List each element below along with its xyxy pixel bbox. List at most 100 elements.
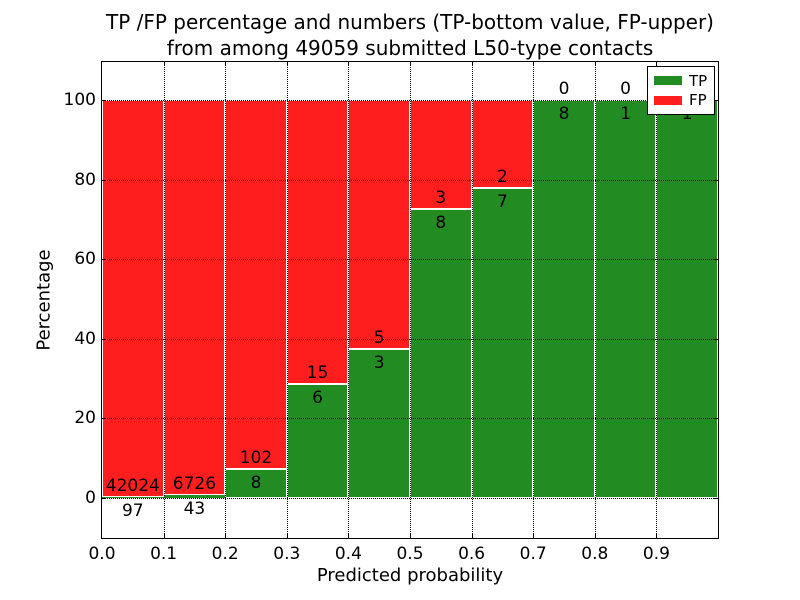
bar-segment-fp xyxy=(410,100,472,209)
bar-label-tp: 8 xyxy=(250,473,262,494)
bar-label-fp: 5 xyxy=(373,327,385,348)
x-tick-label: 0.5 xyxy=(396,544,424,564)
x-tick-mark xyxy=(594,534,596,538)
x-tick-mark xyxy=(163,62,165,66)
x-gridline xyxy=(348,62,350,538)
x-gridline xyxy=(533,62,535,538)
bar-label-fp: 0 xyxy=(558,79,570,99)
x-tick-label: 0.6 xyxy=(458,544,486,564)
bar-segment-fp xyxy=(102,100,164,498)
x-tick-mark xyxy=(656,534,658,538)
bar-segment-tp xyxy=(656,100,718,498)
y-tick-mark xyxy=(102,418,106,420)
x-tick-mark xyxy=(348,62,350,66)
bar-label-tp: 97 xyxy=(121,501,144,522)
x-gridline xyxy=(594,62,596,538)
bar-label-fp: 2 xyxy=(496,167,508,188)
bar-segment-tp xyxy=(410,208,472,498)
bar-label-tp: 1 xyxy=(620,104,631,124)
bar-segment-fp xyxy=(163,100,226,496)
x-tick-mark xyxy=(163,534,165,538)
bar-segment-fp xyxy=(286,100,349,385)
x-tick-label: 0.8 xyxy=(581,544,609,564)
x-tick-label: 0.7 xyxy=(519,544,547,564)
y-tick-label: 40 xyxy=(74,328,96,349)
bar-label-tp: 3 xyxy=(373,352,385,373)
y-tick-label: 80 xyxy=(74,169,96,190)
chart-title-line2: from among 49059 submitted L50-type cont… xyxy=(166,36,654,60)
bar-label-tp: 8 xyxy=(558,104,570,124)
y-tick-mark xyxy=(714,498,718,499)
x-tick-mark xyxy=(225,534,227,538)
y-tick-mark xyxy=(102,498,106,499)
bar-segment-tp xyxy=(286,384,349,498)
x-gridline xyxy=(410,62,411,538)
y-tick-mark xyxy=(714,259,718,261)
x-tick-mark xyxy=(471,62,473,66)
x-tick-mark xyxy=(656,62,658,66)
y-tick-label: 100 xyxy=(63,90,96,110)
bar-segment-fp xyxy=(471,100,534,189)
tp-color-swatch-icon xyxy=(654,76,682,86)
y-tick-mark xyxy=(102,179,106,181)
bar-label-tp: 8 xyxy=(435,212,447,233)
bar-label-fp: 15 xyxy=(306,363,329,384)
x-tick-label: 0.9 xyxy=(642,544,670,564)
y-tick-label: 60 xyxy=(74,249,96,270)
x-tick-mark xyxy=(410,534,411,538)
plot-area: 42024976726431028156533827080101 xyxy=(101,61,719,539)
y-tick-mark xyxy=(102,259,106,261)
x-gridline xyxy=(656,62,658,538)
y-tick-mark xyxy=(102,338,106,340)
x-tick-label: 0.4 xyxy=(334,544,362,564)
legend: TP FP xyxy=(647,66,715,115)
x-tick-mark xyxy=(410,62,411,66)
x-tick-label: 0.2 xyxy=(211,544,239,564)
x-gridline xyxy=(225,62,227,538)
bar-label-fp: 0 xyxy=(620,79,631,99)
fp-color-swatch-icon xyxy=(654,95,682,105)
x-tick-mark xyxy=(348,534,350,538)
bar-segment-fp xyxy=(348,100,410,349)
bar-segment-tp xyxy=(533,100,595,498)
x-tick-label: 0.0 xyxy=(88,544,116,564)
y-tick-mark xyxy=(714,418,718,420)
bar-label-fp: 6726 xyxy=(172,474,217,495)
y-tick-label: 20 xyxy=(74,408,96,429)
bar-segment-tp xyxy=(163,495,226,498)
bar-segment-fp xyxy=(225,100,287,470)
x-gridline xyxy=(163,62,165,538)
y-tick-mark xyxy=(714,338,718,340)
chart-title: TP /FP percentage and numbers (TP-bottom… xyxy=(101,9,719,61)
x-tick-mark xyxy=(286,62,288,66)
bar-label-tp: 43 xyxy=(183,499,206,520)
y-tick-label: 0 xyxy=(85,488,96,508)
x-axis-label: Predicted probability xyxy=(316,565,504,586)
bar-label-fp: 3 xyxy=(435,187,447,208)
legend-label-fp: FP xyxy=(689,91,707,110)
x-gridline xyxy=(471,62,473,538)
x-tick-label: 0.1 xyxy=(150,544,178,564)
x-tick-mark xyxy=(225,62,227,66)
bar-label-fp: 42024 xyxy=(105,476,160,497)
bar-segment-tp xyxy=(594,100,657,498)
bar-segment-tp xyxy=(225,469,287,498)
legend-label-tp: TP xyxy=(689,71,708,90)
bar-label-fp: 102 xyxy=(239,448,273,469)
legend-item-fp: FP xyxy=(654,92,708,108)
bar-segment-tp xyxy=(471,188,534,498)
x-tick-mark xyxy=(533,534,535,538)
x-tick-label: 0.3 xyxy=(273,544,301,564)
y-tick-mark xyxy=(714,179,718,181)
bar-segment-tp xyxy=(102,497,164,498)
x-gridline xyxy=(286,62,288,538)
x-tick-mark xyxy=(286,534,288,538)
x-tick-mark xyxy=(533,62,535,66)
x-tick-mark xyxy=(471,534,473,538)
x-tick-mark xyxy=(594,62,596,66)
y-tick-mark xyxy=(102,100,106,101)
chart-title-line1: TP /FP percentage and numbers (TP-bottom… xyxy=(106,10,714,34)
y-tick-mark xyxy=(714,100,718,101)
bar-label-tp: 7 xyxy=(496,192,508,213)
